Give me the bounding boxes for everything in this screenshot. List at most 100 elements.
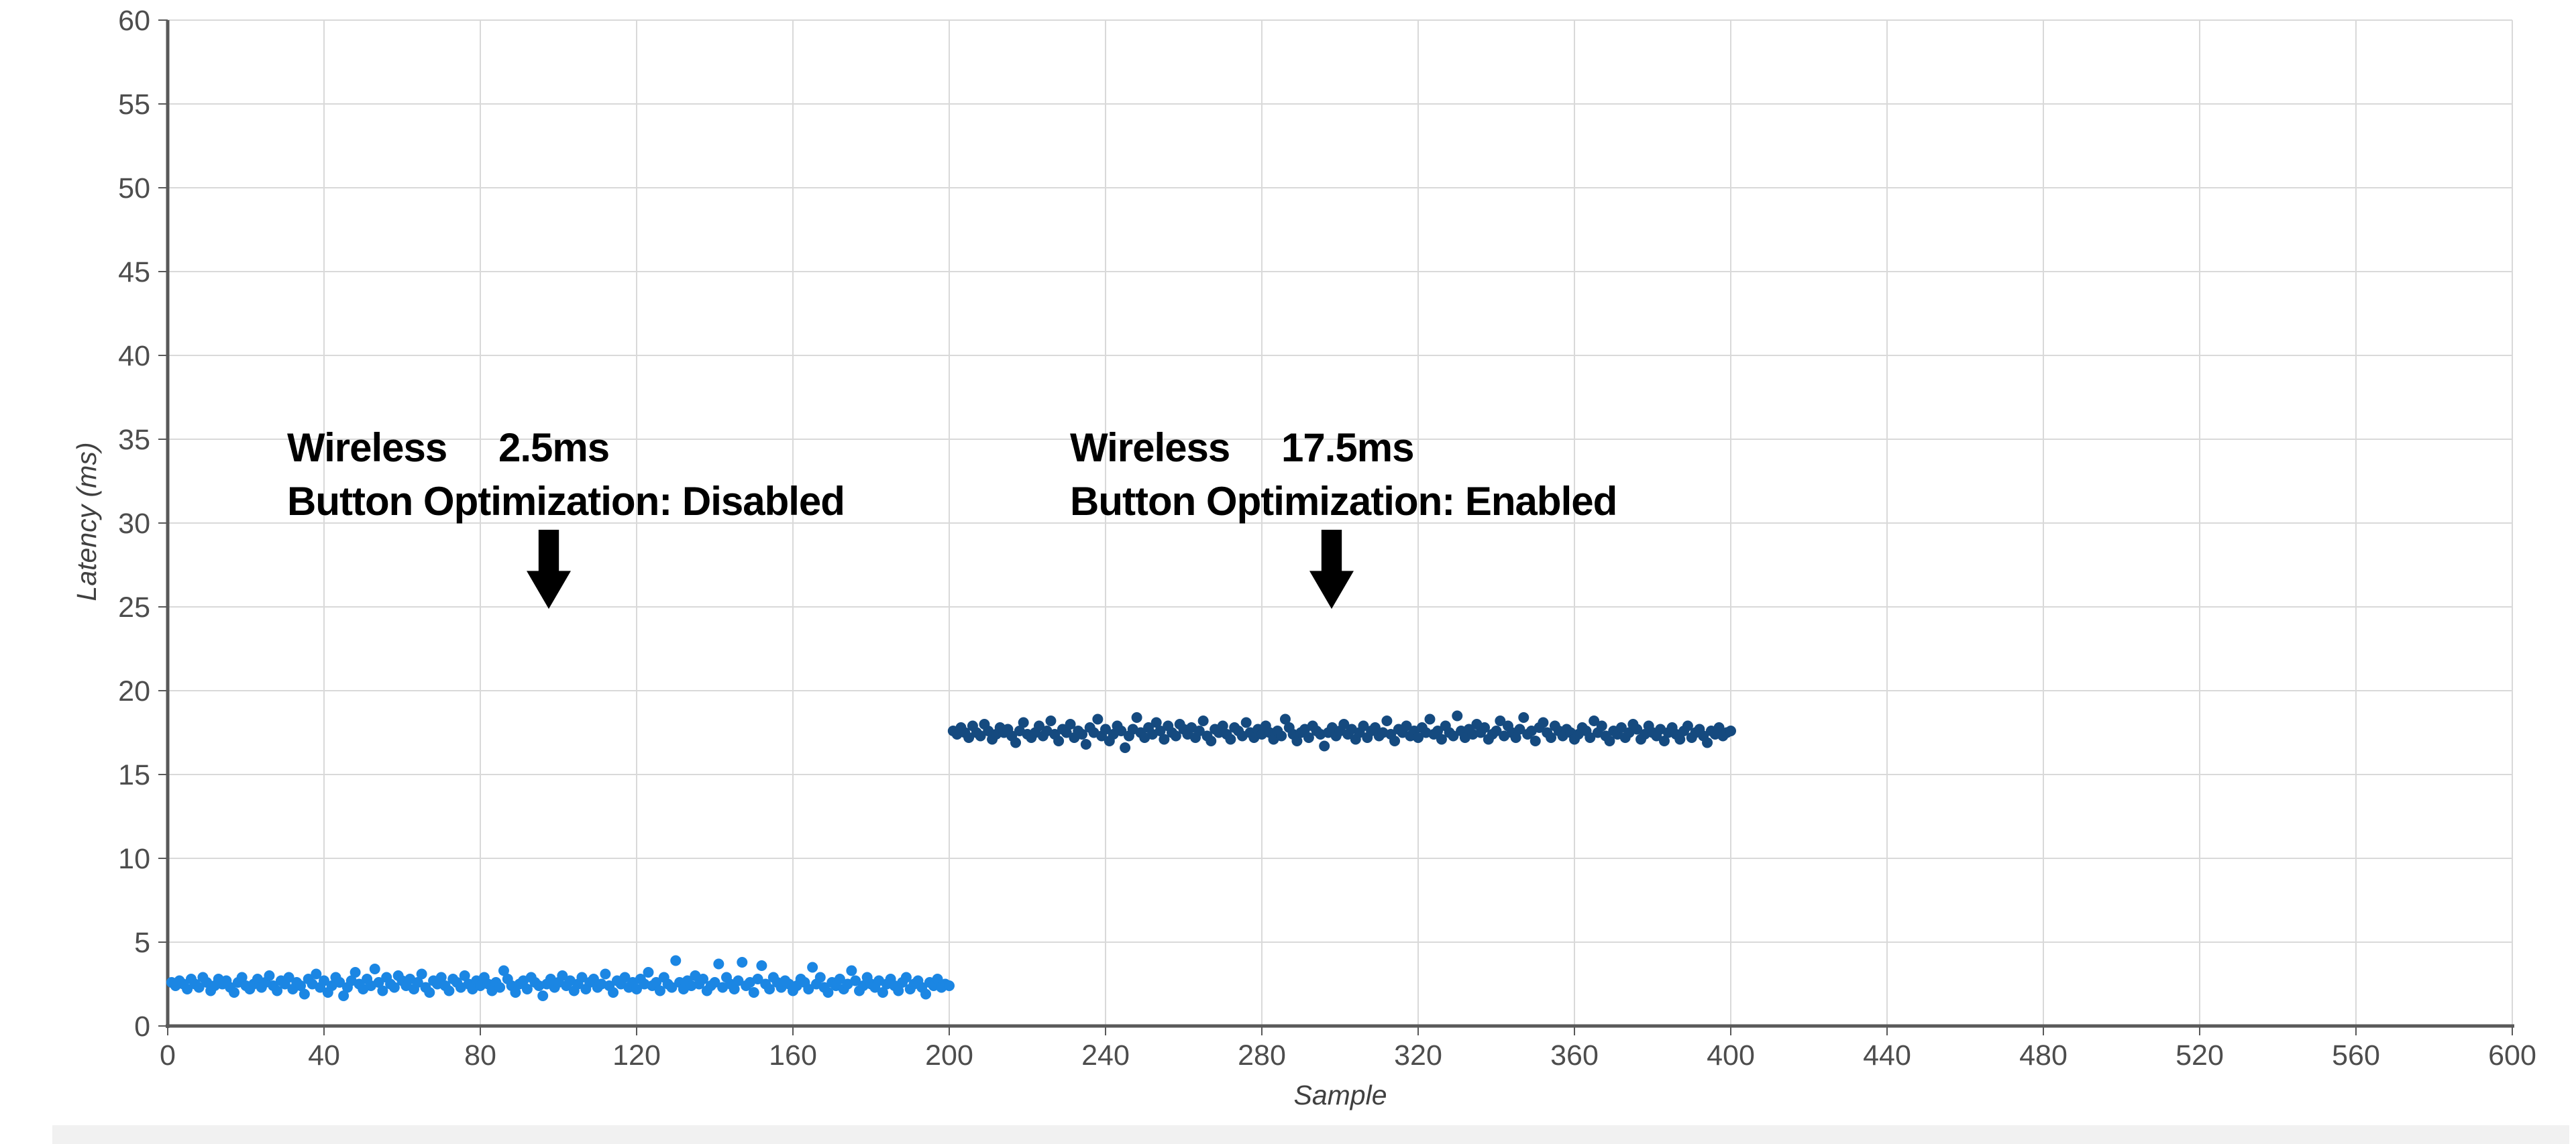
data-point [846,965,857,976]
y-tick-label: 10 [118,843,150,875]
x-tick-label: 280 [1238,1039,1286,1072]
data-point [1381,716,1393,726]
data-point [1546,732,1557,743]
y-tick-label: 5 [134,927,150,959]
data-point [1155,726,1166,736]
data-point [1585,732,1596,743]
data-point [1725,726,1736,736]
data-point [283,972,294,983]
data-point [319,975,329,986]
x-axis-title: Sample [1293,1080,1387,1110]
x-tick-label: 440 [1863,1039,1911,1072]
data-point [1529,736,1541,746]
y-tick-label: 50 [118,172,150,205]
x-tick-label: 480 [2019,1039,2068,1072]
y-tick-label: 25 [118,591,150,624]
data-point [1432,726,1444,736]
data-point [1389,736,1401,746]
data-point [537,990,549,1001]
x-tick-label: 40 [308,1039,340,1072]
annotation-optimization-enabled: Wireless 17.5ms Button Optimization: Enab… [1070,421,1617,609]
data-point [654,985,665,996]
data-point [1018,717,1029,728]
annotation-line2: Button Optimization: Disabled [287,479,845,524]
data-point [822,987,834,998]
x-tick-label: 120 [612,1039,661,1072]
data-point [733,975,744,986]
data-point [299,988,310,1000]
x-tick-label: 160 [769,1039,817,1072]
data-point [1225,734,1236,745]
data-point [334,977,345,988]
data-point [709,977,720,988]
data-point [557,970,568,981]
annotation-latency-value: 2.5ms [498,425,610,470]
bottom-scrollbar-track[interactable] [52,1125,2569,1144]
data-point [1010,737,1022,748]
data-point [834,974,845,984]
data-point [698,974,709,984]
data-point [510,987,521,998]
annotation-line1: Wireless 17.5ms [1070,421,1617,475]
data-point [1279,713,1291,725]
data-point [1338,719,1350,730]
y-axis-title: Latency (ms) [71,442,102,602]
data-point [877,987,888,998]
data-point [1538,717,1549,728]
y-tick-label: 55 [118,89,150,121]
data-point [1674,734,1686,745]
data-point [416,968,427,980]
data-point [1491,726,1502,736]
y-tick-label: 45 [118,256,150,288]
data-point [1045,716,1057,726]
data-point [729,984,740,994]
data-point [944,980,955,991]
data-point [1589,716,1600,726]
data-point [1053,736,1065,746]
data-point [350,967,361,978]
data-point [264,970,275,981]
data-point [737,957,748,968]
data-point [600,968,611,980]
data-point [1100,724,1111,735]
y-tick-label: 40 [118,340,150,372]
data-point [1319,740,1330,752]
data-point [1131,712,1142,723]
data-point [1495,716,1506,726]
annotation-optimization-disabled: Wireless 2.5ms Button Optimization: Disab… [287,421,845,609]
data-point [435,972,447,983]
data-point [1452,710,1463,722]
y-tick-label: 0 [134,1011,150,1043]
data-point [412,977,423,988]
data-point [229,987,240,998]
x-tick-label: 320 [1394,1039,1442,1072]
data-point [631,984,642,994]
data-point [1205,736,1217,746]
annotation-series-name: Wireless [287,425,447,470]
data-point [764,984,775,994]
data-point [608,987,619,998]
x-tick-label: 0 [160,1039,176,1072]
data-point [1303,732,1314,743]
x-tick-label: 560 [2332,1039,2380,1072]
data-point [498,965,509,976]
data-point [670,955,682,966]
data-point [1631,724,1643,735]
data-point [1615,722,1627,733]
data-point [643,967,654,978]
data-point [369,964,380,974]
annotation-series-name: Wireless [1070,425,1230,470]
data-point [932,974,943,984]
data-point [338,990,350,1001]
annotation-line2: Button Optimization: Enabled [1070,479,1617,524]
data-point [975,730,986,742]
x-tick-label: 80 [464,1039,496,1072]
data-point [1092,713,1104,725]
data-point [1369,722,1381,733]
data-point [807,962,818,973]
data-point [893,985,904,996]
data-point [1596,720,1607,732]
data-point [494,982,506,993]
data-point [1358,720,1369,732]
annotation-line1: Wireless 2.5ms [287,421,845,475]
